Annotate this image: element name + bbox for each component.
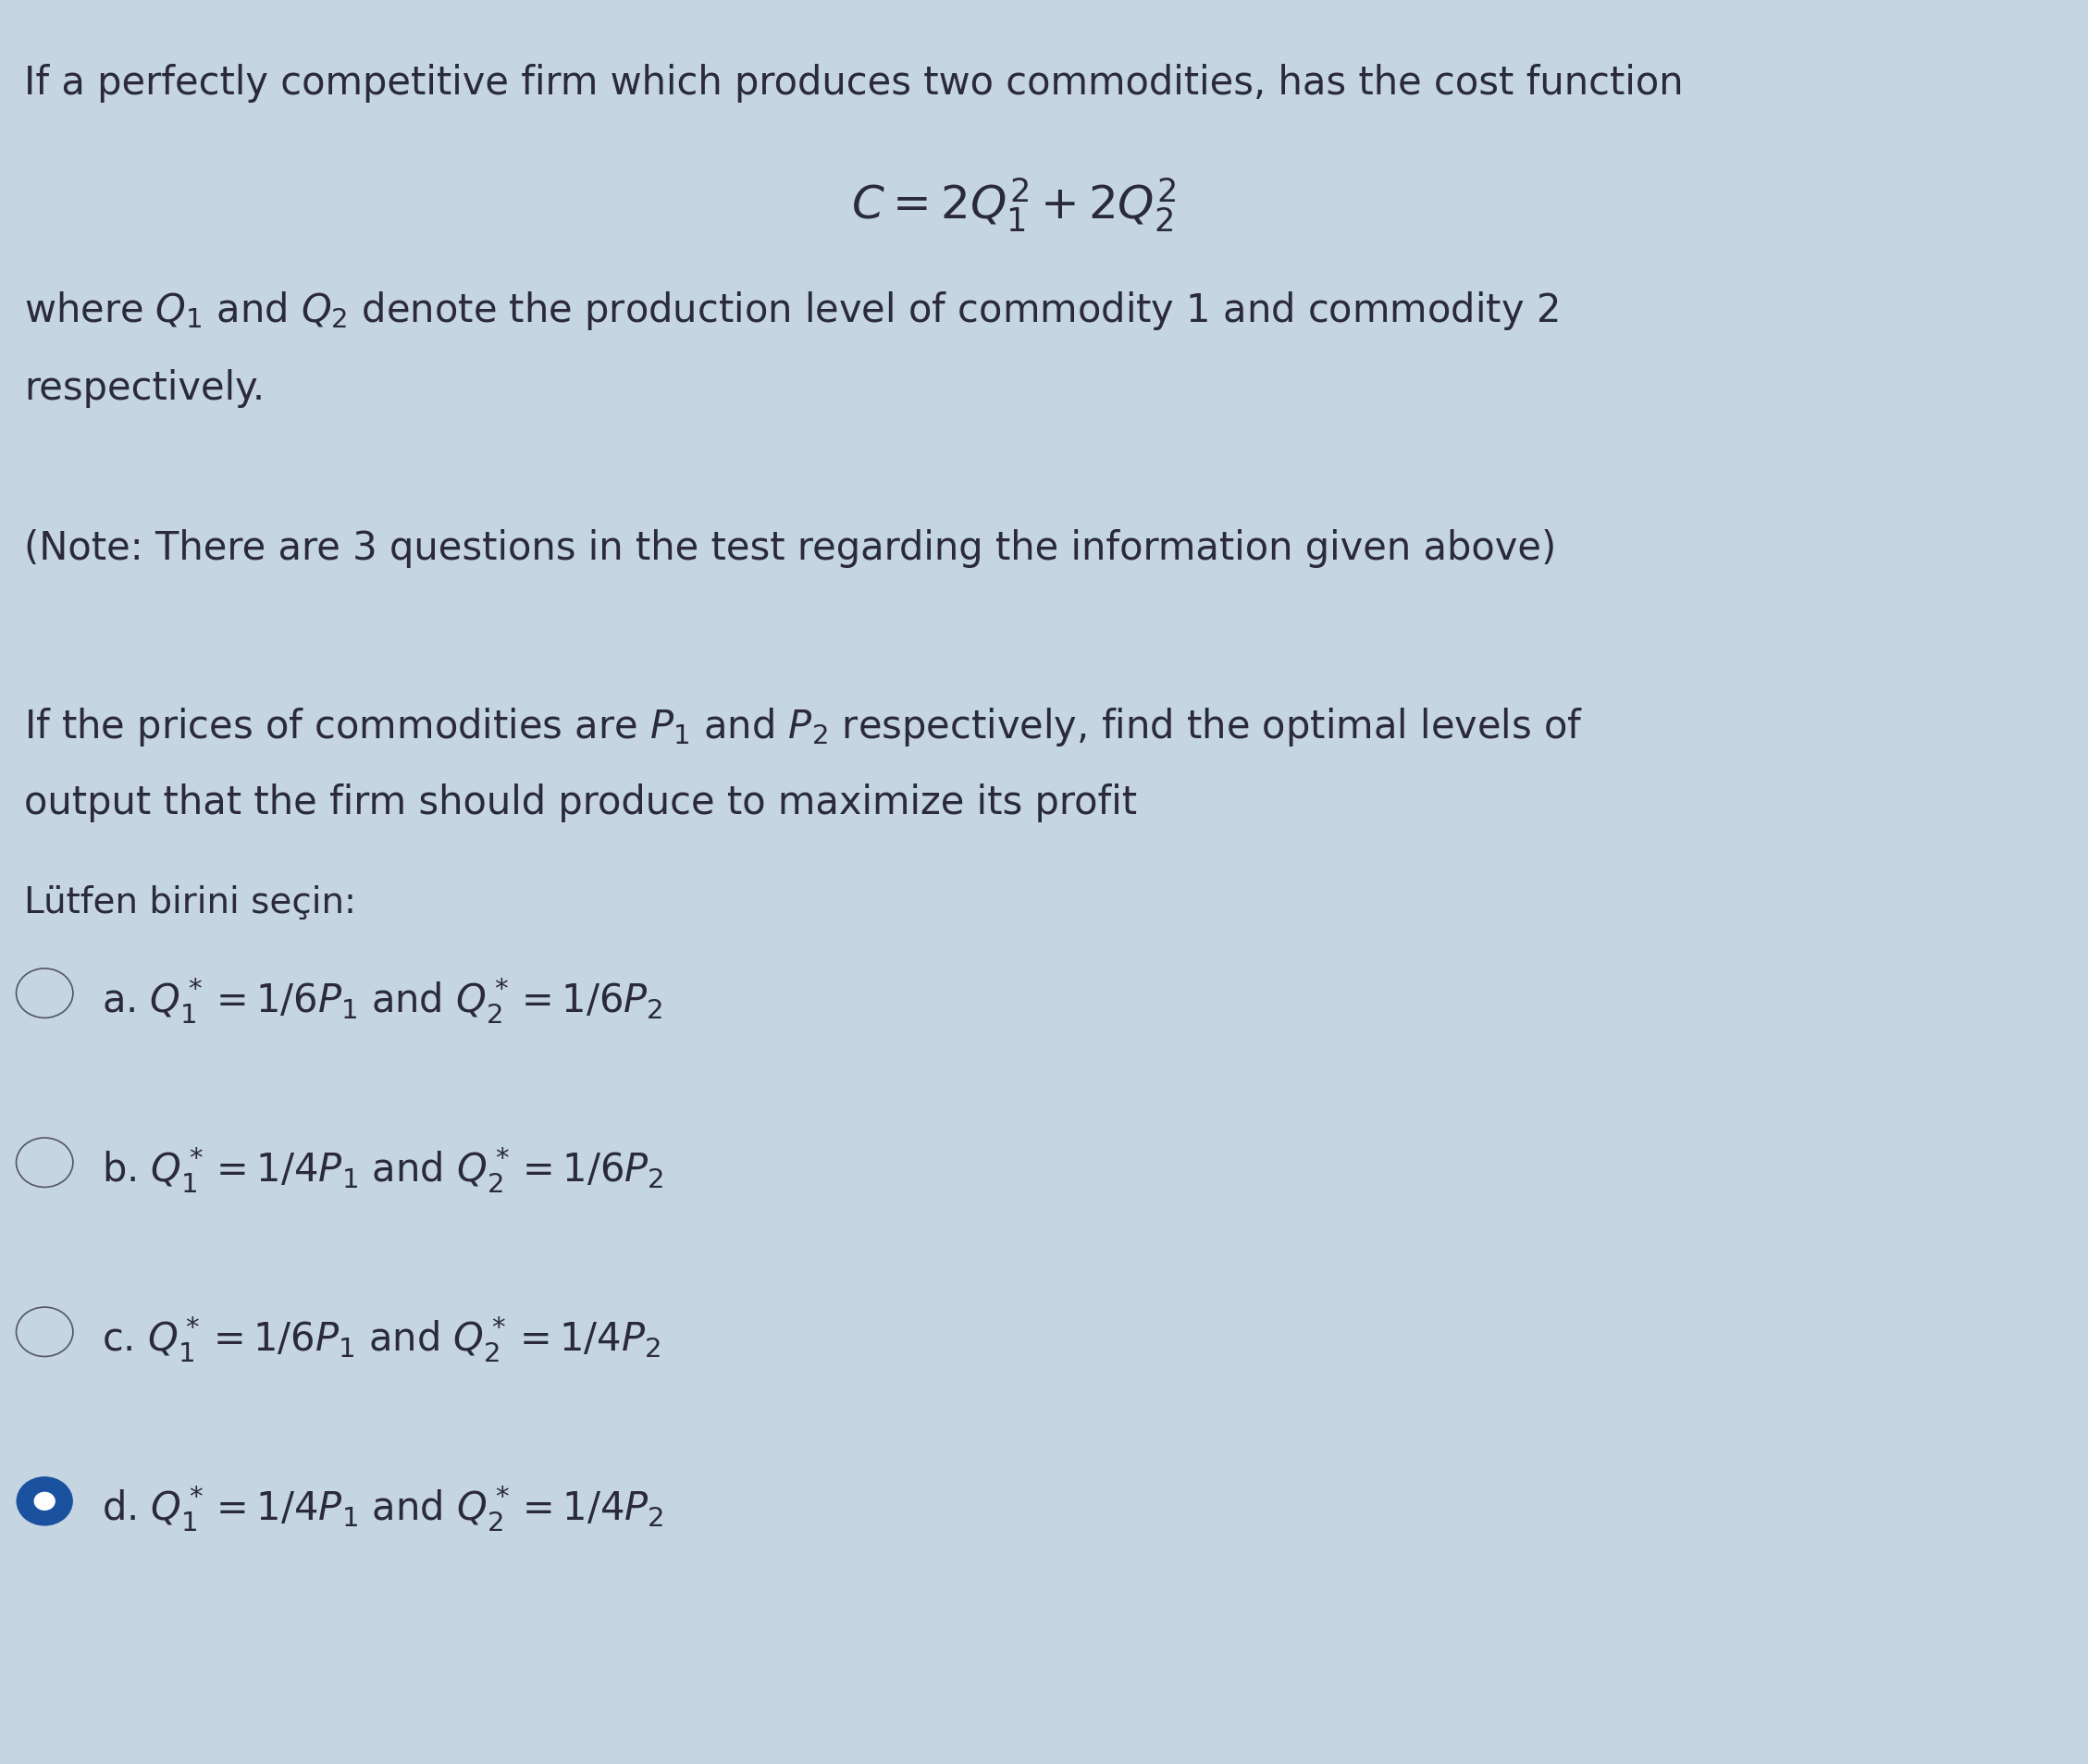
Text: $C = 2Q_1^2 + 2Q_2^2$: $C = 2Q_1^2 + 2Q_2^2$ xyxy=(852,176,1176,235)
Text: If the prices of commodities are $P_1$ and $P_2$ respectively, find the optimal : If the prices of commodities are $P_1$ a… xyxy=(25,706,1583,748)
Text: b. $Q_1^* = 1/4P_1$ and $Q_2^* = 1/6P_2$: b. $Q_1^* = 1/4P_1$ and $Q_2^* = 1/6P_2$ xyxy=(102,1145,664,1194)
Text: d. $Q_1^* = 1/4P_1$ and $Q_2^* = 1/4P_2$: d. $Q_1^* = 1/4P_1$ and $Q_2^* = 1/4P_2$ xyxy=(102,1484,664,1533)
Text: a. $Q_1^* = 1/6P_1$ and $Q_2^* = 1/6P_2$: a. $Q_1^* = 1/6P_1$ and $Q_2^* = 1/6P_2$ xyxy=(102,975,662,1025)
Text: output that the firm should produce to maximize its profit: output that the firm should produce to m… xyxy=(25,783,1138,822)
Text: c. $Q_1^* = 1/6P_1$ and $Q_2^* = 1/4P_2$: c. $Q_1^* = 1/6P_1$ and $Q_2^* = 1/4P_2$ xyxy=(102,1314,660,1364)
Circle shape xyxy=(17,968,73,1018)
Text: (Note: There are 3 questions in the test regarding the information given above): (Note: There are 3 questions in the test… xyxy=(25,529,1556,568)
Circle shape xyxy=(17,1307,73,1357)
Text: where $Q_1$ and $Q_2$ denote the production level of commodity 1 and commodity 2: where $Q_1$ and $Q_2$ denote the product… xyxy=(25,289,1558,332)
Text: respectively.: respectively. xyxy=(25,369,265,407)
Circle shape xyxy=(17,1138,73,1187)
Circle shape xyxy=(17,1476,73,1526)
Circle shape xyxy=(33,1492,56,1510)
Text: Lütfen birini seçin:: Lütfen birini seçin: xyxy=(25,886,357,921)
Text: If a perfectly competitive firm which produces two commodities, has the cost fun: If a perfectly competitive firm which pr… xyxy=(25,64,1683,102)
